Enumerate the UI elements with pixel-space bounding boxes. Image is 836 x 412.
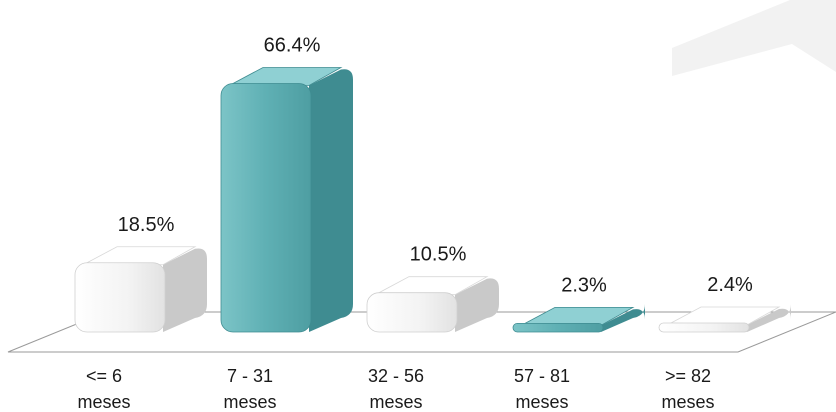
bar-side-face <box>601 304 645 332</box>
category-label-2-line-2: meses <box>223 392 276 412</box>
bar-4 <box>512 304 645 333</box>
bar-1 <box>74 246 207 333</box>
bar-5 <box>658 304 791 333</box>
data-label-5: 2.4% <box>707 274 753 296</box>
data-label-4: 2.3% <box>561 274 607 296</box>
category-label-3-line-1: 32 - 56 <box>368 366 424 386</box>
bar-2 <box>220 67 353 333</box>
data-labels-layer: 18.5% 66.4% 10.5% 2.3% 2.4% <box>118 34 753 296</box>
bar-3 <box>366 276 499 333</box>
category-label-1-line-2: meses <box>77 392 130 412</box>
data-label-2: 66.4% <box>264 34 321 56</box>
category-label-4-line-1: 57 - 81 <box>514 366 570 386</box>
bar-front-face <box>512 322 604 333</box>
chart-floor <box>7 311 836 353</box>
bar-side-face <box>163 248 207 332</box>
bar-front-face <box>658 322 750 333</box>
bars-layer <box>74 67 791 333</box>
background-decor-shape <box>672 0 836 76</box>
bar-side-face <box>309 69 353 333</box>
bar-side-face <box>455 278 499 332</box>
bar-front-face <box>220 83 312 333</box>
category-labels-layer: <= 6 meses 7 - 31 meses 32 - 56 meses 57 - 81 m… <box>77 366 714 412</box>
data-label-1: 18.5% <box>118 214 175 236</box>
category-label-3-line-2: meses <box>369 392 422 412</box>
category-label-2-line-1: 7 - 31 <box>227 366 273 386</box>
data-label-3: 10.5% <box>410 244 467 266</box>
bar-front-face <box>74 262 166 333</box>
category-label-4-line-2: meses <box>515 392 568 412</box>
bar-side-face <box>747 304 791 332</box>
category-label-5-line-2: meses <box>661 392 714 412</box>
category-label-5-line-1: >= 82 <box>665 366 711 386</box>
bar-front-face <box>366 292 458 333</box>
category-label-1-line-1: <= 6 <box>86 366 122 386</box>
